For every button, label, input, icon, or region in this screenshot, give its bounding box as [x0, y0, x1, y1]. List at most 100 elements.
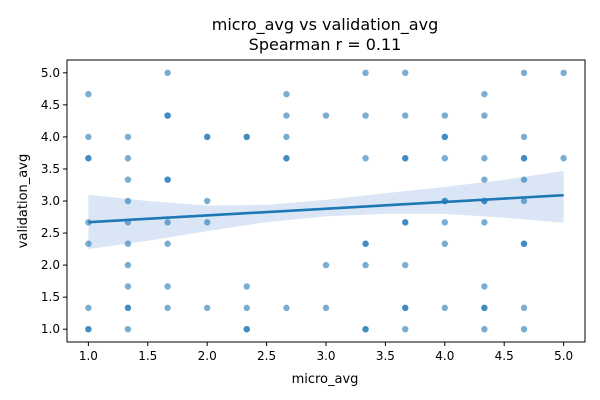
y-tick-label: 2.5: [41, 226, 60, 240]
data-point: [481, 304, 488, 312]
x-tick-label: 1.0: [79, 349, 98, 363]
data-point: [520, 325, 528, 333]
data-point: [164, 112, 171, 119]
y-tick-label: 4.5: [41, 98, 60, 112]
data-point: [124, 283, 132, 290]
data-point: [441, 112, 449, 119]
y-tick-label: 3.0: [41, 194, 60, 208]
x-tick-label: 3.5: [376, 349, 395, 363]
y-tick-label: 1.0: [41, 322, 60, 336]
data-point: [481, 283, 488, 290]
data-point: [85, 133, 92, 141]
y-tick-label: 4.0: [41, 130, 60, 144]
data-point: [164, 304, 171, 312]
y-axis-label: validation_avg: [16, 154, 31, 248]
chart-title: micro_avg vs validation_avg: [212, 15, 438, 35]
data-point: [203, 304, 211, 312]
data-point: [283, 112, 290, 119]
data-point: [402, 155, 409, 162]
data-point: [520, 304, 528, 312]
data-point: [322, 261, 330, 269]
x-axis-ticks: 1.0 1.5 2.0 2.5 3.0 3.5 4.0 4.5 5.0: [79, 342, 573, 363]
data-point: [124, 240, 132, 247]
data-point: [203, 197, 211, 205]
data-point: [481, 325, 488, 333]
data-point: [164, 240, 171, 247]
data-point: [362, 325, 369, 333]
regression-line: [88, 193, 564, 224]
data-point: [402, 304, 409, 312]
data-point: [124, 304, 132, 312]
data-point: [85, 304, 92, 312]
y-axis-ticks: 1.0 1.5 2.0 2.5 3.0 3.5 4.0 4.5 5.0: [41, 66, 67, 336]
data-point: [243, 304, 250, 312]
data-point: [481, 219, 488, 226]
data-point: [520, 155, 528, 162]
data-point: [124, 261, 132, 269]
data-point: [481, 90, 488, 98]
y-tick-label: 5.0: [41, 66, 60, 80]
data-point: [481, 155, 488, 162]
data-point: [283, 304, 290, 312]
data-point: [441, 133, 449, 141]
data-point: [481, 112, 488, 119]
data-point: [203, 133, 211, 141]
chart-subtitle: Spearman r = 0.11: [249, 35, 402, 54]
x-axis-label: micro_avg: [292, 372, 359, 387]
data-point: [243, 325, 250, 333]
data-point: [85, 219, 92, 226]
data-point: [243, 133, 250, 141]
x-tick-label: 1.5: [138, 349, 157, 363]
data-point: [481, 176, 488, 183]
data-point: [402, 325, 409, 333]
data-point: [283, 155, 290, 162]
data-point: [402, 112, 409, 119]
data-point: [322, 112, 330, 119]
data-point: [362, 240, 369, 247]
data-point: [520, 133, 528, 141]
x-tick-label: 4.0: [435, 349, 454, 363]
data-point: [124, 176, 132, 183]
data-point: [560, 69, 567, 77]
data-point: [85, 240, 92, 247]
data-point: [203, 219, 211, 226]
x-tick-label: 2.0: [198, 349, 217, 363]
regression-line-layer: [88, 193, 564, 224]
data-point: [362, 155, 369, 162]
data-point: [362, 69, 369, 77]
data-point: [402, 69, 409, 77]
data-point: [164, 69, 171, 77]
data-point: [164, 176, 171, 183]
data-point: [283, 133, 290, 141]
data-point: [124, 325, 132, 333]
data-point: [520, 176, 528, 183]
data-point: [164, 283, 171, 290]
data-point: [402, 219, 409, 226]
data-point: [85, 325, 92, 333]
data-point: [520, 240, 528, 247]
data-point: [164, 219, 171, 226]
data-point: [322, 304, 330, 312]
data-point: [520, 69, 528, 77]
data-point: [85, 155, 92, 162]
data-point: [85, 90, 92, 98]
data-point: [560, 155, 567, 162]
data-point: [441, 219, 449, 226]
data-point: [441, 304, 449, 312]
data-point: [124, 133, 132, 141]
x-tick-label: 5.0: [554, 349, 573, 363]
x-tick-label: 2.5: [257, 349, 276, 363]
data-point: [124, 155, 132, 162]
y-tick-label: 2.0: [41, 258, 60, 272]
y-tick-label: 3.5: [41, 162, 60, 176]
data-point: [441, 240, 449, 247]
data-point: [520, 197, 528, 205]
data-point: [441, 155, 449, 162]
data-point: [402, 261, 409, 269]
x-tick-label: 3.0: [316, 349, 335, 363]
data-point: [243, 283, 250, 290]
data-point: [283, 90, 290, 98]
data-point: [362, 112, 369, 119]
y-tick-label: 1.5: [41, 290, 60, 304]
